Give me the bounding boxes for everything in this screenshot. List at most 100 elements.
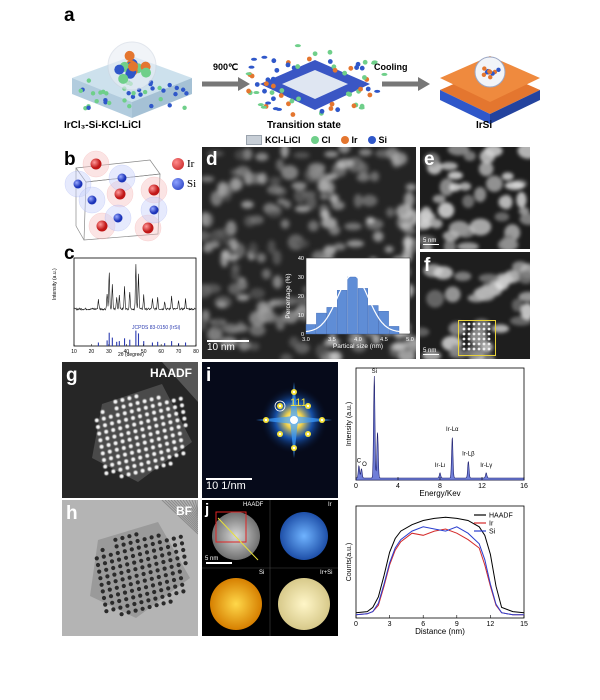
xrd-tick-label: 80 [193, 349, 199, 355]
linescan-xtick: 6 [421, 621, 425, 628]
hist-bar [368, 305, 379, 335]
linescan-series-si [355, 526, 524, 616]
hist-fit-curve [305, 274, 410, 333]
legend-cl: Cl [310, 135, 331, 145]
hist-bar [337, 290, 348, 335]
panel-j-tile-irsi-label: Ir+Si [320, 570, 333, 576]
eds-peak-label: Ir-Lα [446, 427, 459, 433]
stage1-caption: IrCl₃-Si-KCl-LiCl [64, 120, 141, 131]
panel-c-label: c [64, 243, 75, 264]
legend-ir: Ir [340, 135, 358, 145]
panel-g-mode-label: HAADF [150, 366, 192, 380]
eds-peak-label: O [362, 462, 367, 468]
stage1-salt-block [72, 41, 192, 118]
xrd-tick-label: 20 [89, 349, 95, 355]
cl-dot-icon [310, 136, 319, 144]
panel-b-legend-ir: Ir [172, 158, 194, 170]
panel-h-bf-image [62, 500, 198, 636]
eds-xtick: 12 [478, 483, 486, 490]
hist-bar [357, 288, 369, 335]
panel-d-histogram: 3.0 3.5 4.0 4.5 5.0 0 10 20 30 40 Partical size (n… [285, 256, 414, 350]
eds-peak-label: Ir-Lι [435, 463, 446, 469]
panel-b-legend-si: Si [172, 178, 196, 190]
linescan-xtick: 12 [487, 621, 495, 628]
panel-k-eds-chart: CO Si Ir-Lι Ir-Lα Ir-Lβ Ir-Lγ 0 4 8 12 16 Energy/Ke… [346, 367, 528, 498]
panel-i-spot-label: 111 [290, 397, 307, 409]
ir-atom-icon [172, 158, 184, 170]
xrd-tick-label: 10 [71, 349, 77, 355]
legend-si: Si [367, 135, 387, 145]
hist-xtick: 5.0 [406, 337, 414, 343]
stage2-caption: Transition state [267, 120, 341, 131]
stage3-irsi [440, 56, 540, 124]
panel-g-label: g [66, 365, 78, 386]
hist-ytick: 0 [301, 332, 304, 338]
hist-bar [378, 311, 389, 335]
panel-b-label: b [64, 149, 76, 170]
panel-f-scale-bar [423, 354, 439, 355]
hist-bar [347, 276, 358, 335]
hist-xtick: 3.0 [302, 337, 310, 343]
panel-c-ref-label: JCPDS 83-0150 (IrSi) [132, 325, 181, 331]
stage3-caption: IrSi [476, 120, 493, 131]
eds-xtick: 0 [354, 483, 358, 490]
xrd-tick-label: 50 [141, 349, 147, 355]
hist-ytick: 30 [298, 275, 304, 281]
panel-h-mode-label: BF [176, 504, 192, 518]
panel-j-tile-haadf-label: HAADF [243, 502, 264, 508]
panel-j-tile-si-label: Si [259, 570, 265, 576]
panel-e-scale-bar [423, 244, 439, 245]
panel-i-label: i [206, 365, 212, 386]
panel-d-label: d [206, 149, 218, 170]
eds-xtick: 4 [396, 483, 400, 490]
panel-d-scale-bar [207, 340, 249, 342]
panel-h-label: h [66, 503, 78, 524]
eds-spectrum [355, 375, 525, 481]
panel-f-label: f [424, 255, 431, 276]
kcl-swatch-icon [246, 135, 262, 145]
panel-j-label: j [205, 501, 210, 518]
panel-a-schematic [72, 41, 540, 124]
panel-i-scale-bar [206, 478, 252, 480]
panel-a-label: a [64, 5, 75, 26]
eds-peak-label: Si [372, 369, 377, 375]
xrd-tick-label: 30 [106, 349, 112, 355]
hist-xtick: 4.5 [380, 337, 388, 343]
linescan-xlabel: Distance (nm) [415, 627, 465, 636]
xrd-tick-label: 40 [124, 349, 130, 355]
linescan-ylabel: Counts(a.u.) [346, 543, 353, 582]
hist-bar [326, 307, 337, 335]
hist-ytick: 10 [298, 313, 304, 319]
hist-xtick: 3.5 [328, 337, 336, 343]
linescan-xtick: 9 [455, 621, 459, 628]
hist-xlabel: Partical size (nm) [333, 343, 383, 350]
eds-peak-label: Ir-Lβ [462, 452, 475, 458]
eds-xtick: 16 [520, 483, 528, 490]
linescan-legend-label: Ir [489, 521, 494, 528]
hist-ytick: 20 [298, 294, 304, 300]
eds-peak-label: Ir-Lγ [480, 463, 492, 469]
panel-c-ylabel: Intensity (a.u.) [52, 268, 58, 300]
panel-j-tile-ir-label: Ir [328, 502, 332, 508]
hist-ylabel: Percentage (%) [285, 273, 292, 318]
arrow-cooling [382, 77, 430, 91]
panel-c-xrd-chart: 10 20 30 40 50 60 70 80 [71, 257, 199, 355]
linescan-series-haadf [355, 516, 525, 614]
xrd-tick-label: 70 [176, 349, 182, 355]
hist-ytick: 40 [298, 256, 304, 262]
panel-j-mapping [202, 500, 338, 636]
panel-j-scale-label: 5 nm [205, 556, 219, 562]
xrd-tick-label: 60 [158, 349, 164, 355]
hist-bar [316, 312, 327, 335]
linescan-legend-label: Si [489, 529, 496, 536]
eds-xlabel: Energy/Kev [419, 489, 460, 498]
linescan-xtick: 3 [388, 621, 392, 628]
panel-f-zoom-box [458, 320, 496, 356]
eds-xtick: 8 [438, 483, 442, 490]
panel-e-label: e [424, 149, 435, 170]
eds-peak-label: C [357, 459, 362, 465]
linescan-legend-label: HAADF [489, 513, 513, 520]
panel-g-haadf-image [62, 362, 198, 498]
si-atom-icon [172, 178, 184, 190]
